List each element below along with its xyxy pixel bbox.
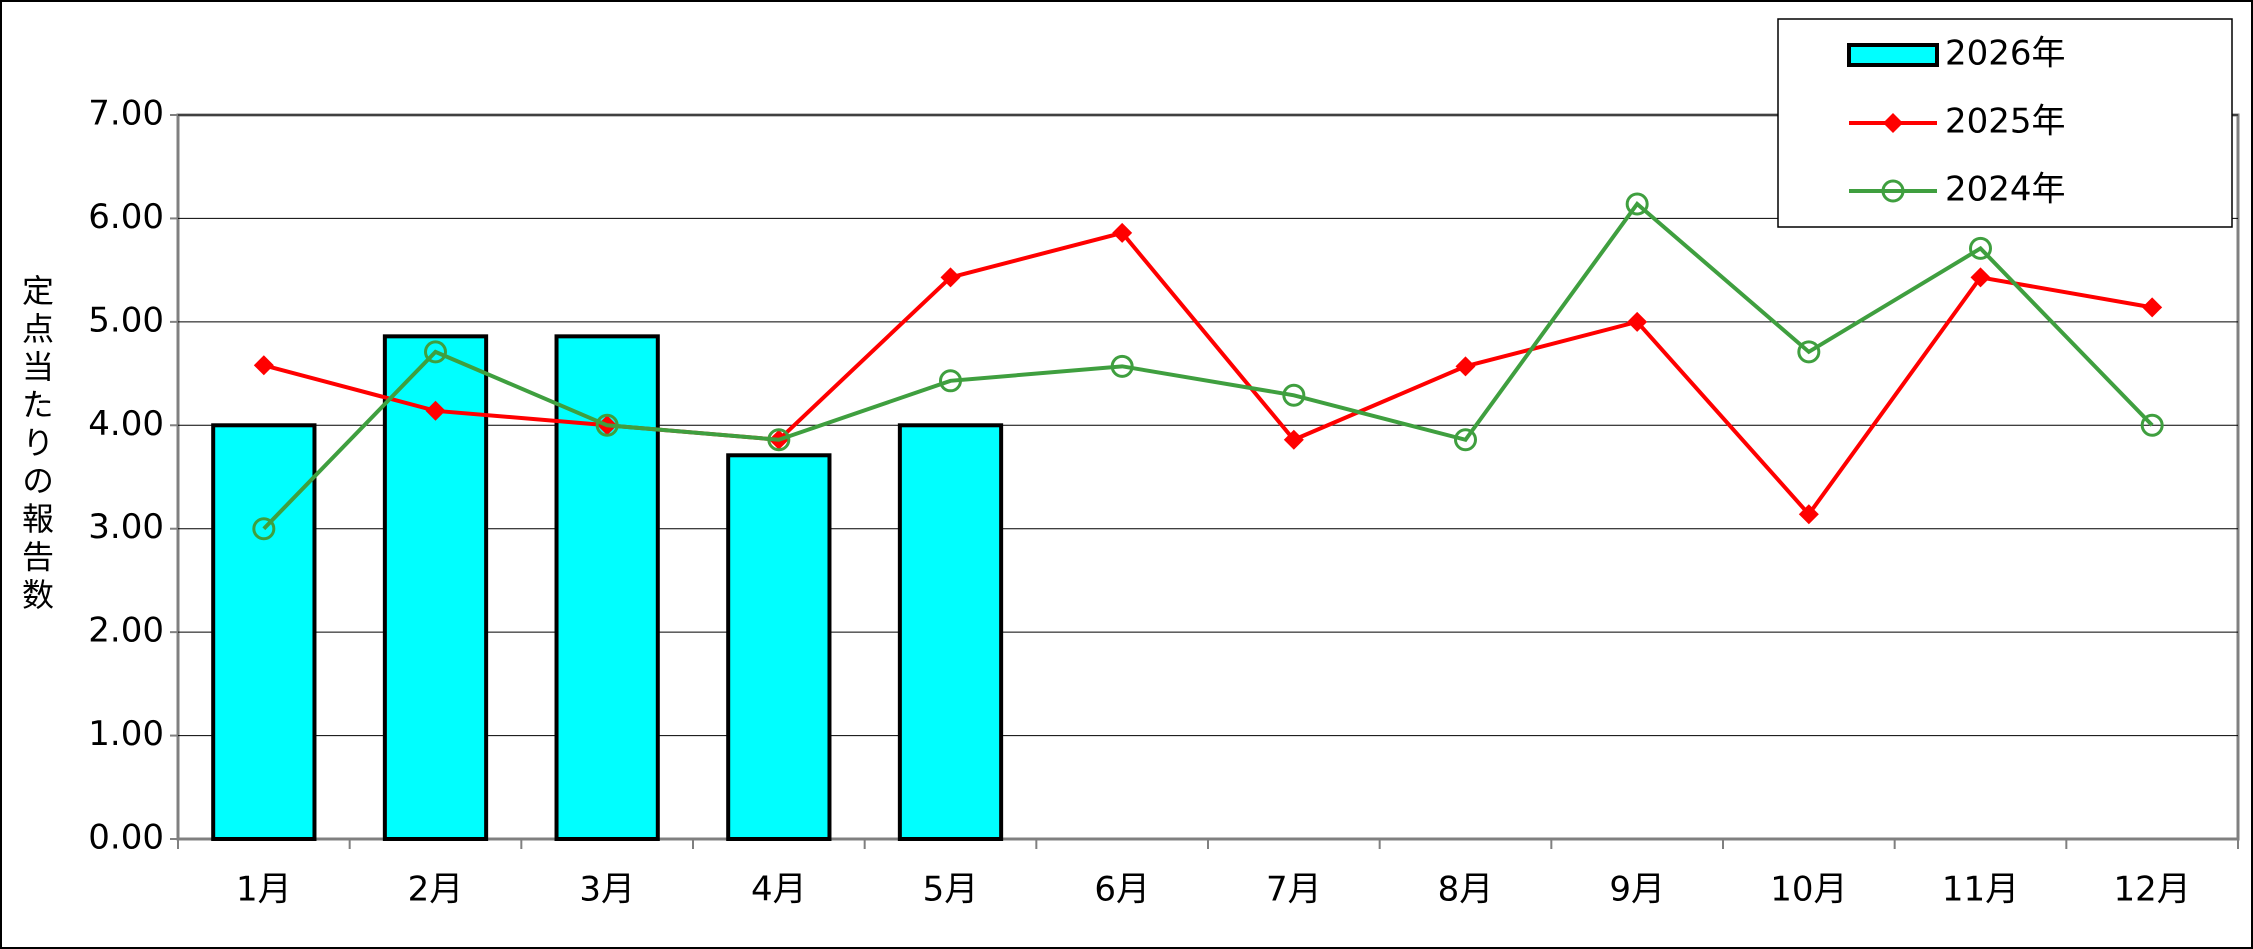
line xyxy=(262,201,2154,531)
x-tick-label: 8月 xyxy=(1438,870,1494,910)
marker xyxy=(1625,192,1649,216)
y-tick-label: 7.00 xyxy=(88,94,164,134)
marker xyxy=(940,267,961,288)
bar xyxy=(211,423,317,841)
y-axis-label: 定点当たりの報告数 xyxy=(17,274,55,616)
marker xyxy=(1627,311,1648,332)
marker xyxy=(1798,504,1819,525)
marker xyxy=(1797,340,1821,364)
marker xyxy=(2140,413,2164,437)
legend-marker xyxy=(1883,113,1903,133)
marker xyxy=(1970,267,1991,288)
marker xyxy=(424,340,447,364)
marker xyxy=(767,428,791,452)
marker xyxy=(252,517,276,541)
x-tick-label: 6月 xyxy=(1094,870,1150,910)
x-tick-label: 2月 xyxy=(408,870,464,910)
plot-area xyxy=(176,113,2240,841)
marker xyxy=(595,413,619,437)
legend-label: 2025年 xyxy=(1945,102,2066,142)
bar xyxy=(897,423,1004,841)
y-tick-label: 0.00 xyxy=(88,818,164,858)
legend-swatch xyxy=(1847,43,1939,67)
marker xyxy=(1112,222,1133,243)
x-tick-label: 9月 xyxy=(1609,870,1665,910)
x-tick-label: 10月 xyxy=(1770,870,1847,910)
legend-marker xyxy=(1881,179,1905,203)
marker xyxy=(1969,236,1992,260)
y-tick-label: 3.00 xyxy=(88,507,164,547)
marker xyxy=(1283,429,1304,450)
bar xyxy=(726,453,832,841)
legend-label: 2026年 xyxy=(1945,34,2066,74)
x-tick-label: 5月 xyxy=(923,870,979,910)
x-tick-label: 12月 xyxy=(2114,870,2191,910)
y-tick-label: 4.00 xyxy=(88,404,164,444)
marker xyxy=(939,369,962,393)
y-tick-label: 6.00 xyxy=(88,197,164,237)
marker xyxy=(1282,383,1306,407)
marker xyxy=(1110,354,1134,378)
x-tick-label: 7月 xyxy=(1266,870,1322,910)
marker xyxy=(1455,356,1476,377)
y-tick-label: 1.00 xyxy=(88,714,164,754)
line xyxy=(263,230,2153,518)
bar xyxy=(554,334,660,841)
marker xyxy=(2142,297,2163,318)
marker xyxy=(425,400,446,421)
x-tick-label: 11月 xyxy=(1942,870,2019,910)
y-tick-label: 2.00 xyxy=(88,611,164,651)
legend-label: 2024年 xyxy=(1945,170,2066,210)
y-tick-label: 5.00 xyxy=(88,300,164,340)
marker xyxy=(253,355,274,376)
x-tick-label: 1月 xyxy=(236,870,292,910)
x-tick-label: 4月 xyxy=(751,870,807,910)
marker xyxy=(1454,428,1477,452)
x-tick-label: 3月 xyxy=(579,870,635,910)
